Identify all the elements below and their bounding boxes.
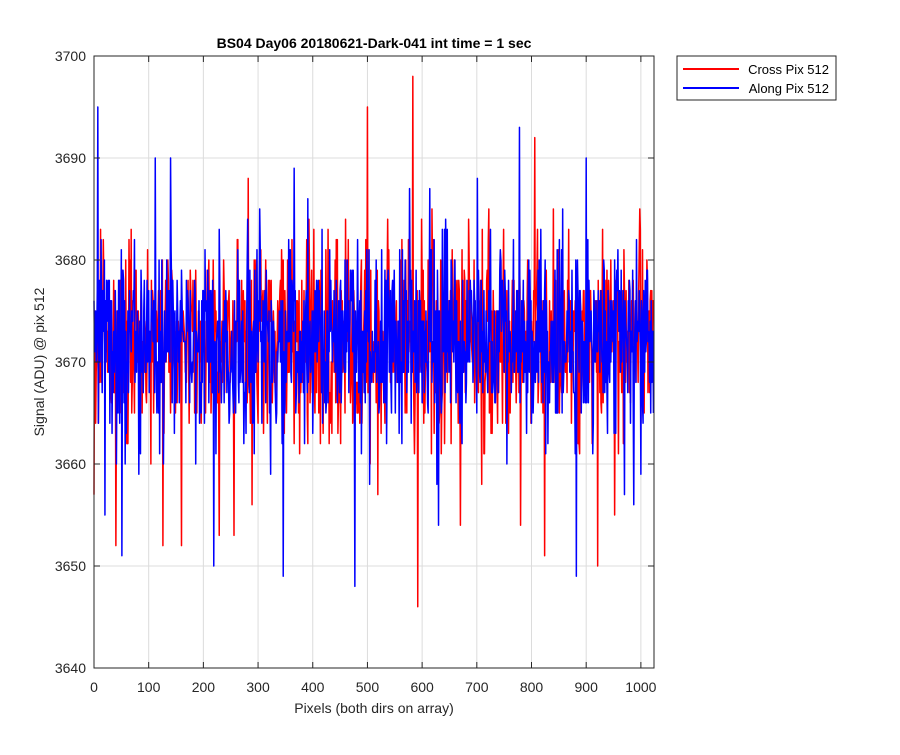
- y-tick-label: 3690: [55, 150, 86, 166]
- x-tick-label: 200: [192, 679, 216, 695]
- legend-label-cross-pix: Cross Pix 512: [748, 62, 829, 77]
- y-axis-label: Signal (ADU) @ pix 512: [31, 287, 47, 436]
- ticks: [93, 55, 654, 669]
- x-tick-label: 1000: [625, 679, 656, 695]
- legend-box: [676, 55, 837, 101]
- y-tick-label: 3650: [55, 558, 86, 574]
- x-tick-label: 100: [137, 679, 161, 695]
- chart-title: BS04 Day06 20180621-Dark-041 int time = …: [217, 35, 532, 51]
- legend-label-along-pix: Along Pix 512: [749, 81, 829, 96]
- y-tick-label: 3700: [55, 48, 86, 64]
- y-tick-label: 3670: [55, 354, 86, 370]
- x-tick-label: 500: [356, 679, 380, 695]
- x-tick-label: 800: [520, 679, 544, 695]
- x-tick-label: 300: [246, 679, 270, 695]
- series-layer: [93, 75, 655, 608]
- y-tick-label: 3640: [55, 660, 86, 676]
- tick-labels: 0 100 200 300 400 500 600 700 800 900 1000 3640 3650…: [55, 48, 657, 695]
- legend: Cross Pix 512 Along Pix 512: [676, 55, 837, 101]
- x-tick-label: 600: [410, 679, 434, 695]
- x-tick-label: 0: [90, 679, 98, 695]
- x-axis-label: Pixels (both dirs on array): [294, 700, 454, 716]
- series-line-along-pix: [93, 106, 655, 588]
- y-tick-label: 3660: [55, 456, 86, 472]
- x-tick-label: 700: [465, 679, 489, 695]
- x-tick-label: 900: [575, 679, 599, 695]
- x-tick-label: 400: [301, 679, 325, 695]
- y-tick-label: 3680: [55, 252, 86, 268]
